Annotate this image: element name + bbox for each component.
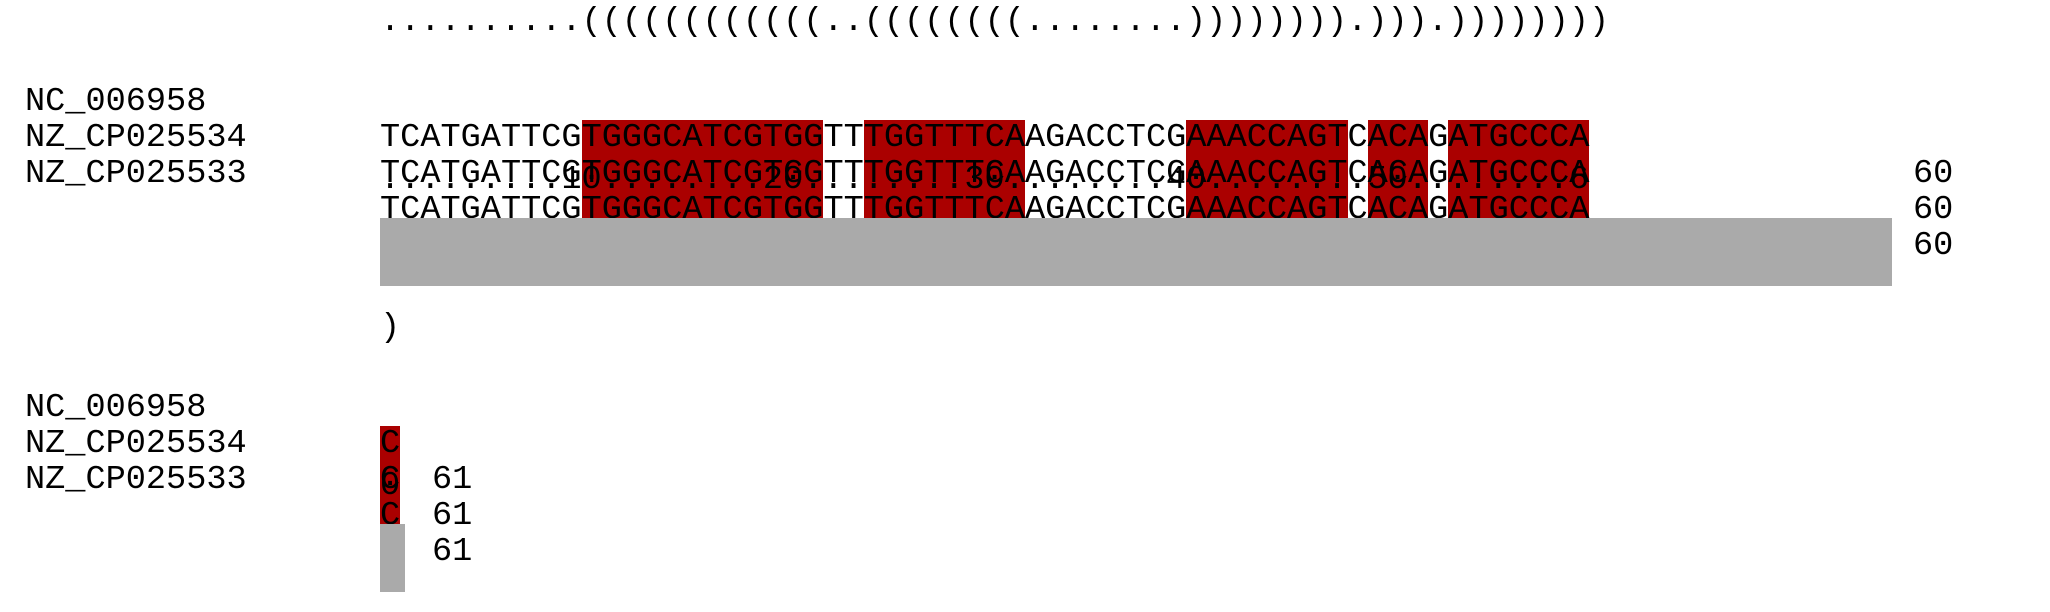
paired-base: T bbox=[924, 120, 944, 156]
sequence-end-position: 60 bbox=[1913, 192, 1953, 228]
paired-base: A bbox=[1287, 120, 1307, 156]
paired-base: C bbox=[1549, 120, 1569, 156]
paired-base: C bbox=[380, 426, 400, 462]
base: C bbox=[541, 120, 561, 156]
paired-base: G bbox=[783, 120, 803, 156]
paired-base: A bbox=[1448, 120, 1468, 156]
paired-base: G bbox=[803, 120, 823, 156]
paired-base: A bbox=[1408, 120, 1428, 156]
paired-base: G bbox=[743, 120, 763, 156]
paired-base: C bbox=[1509, 120, 1529, 156]
paired-base: G bbox=[1307, 120, 1327, 156]
base: G bbox=[1166, 120, 1186, 156]
base: C bbox=[400, 120, 420, 156]
structure-line: ) bbox=[380, 310, 400, 346]
paired-base: G bbox=[622, 120, 642, 156]
paired-base: G bbox=[904, 120, 924, 156]
paired-base: C bbox=[662, 120, 682, 156]
sequence-row: NC_006958 TCATGATTCGTGGGCATCGTGGTTTGGTTT… bbox=[0, 48, 81, 84]
sequence-name: NZ_CP025533 bbox=[25, 462, 247, 498]
conservation-bar bbox=[380, 218, 1892, 286]
base: T bbox=[1126, 120, 1146, 156]
base: C bbox=[1146, 120, 1166, 156]
sequence-row: NZ_CP025534 C 61 bbox=[0, 390, 81, 426]
paired-base: A bbox=[1227, 120, 1247, 156]
position-ruler: 0 bbox=[380, 468, 400, 504]
base: T bbox=[521, 120, 541, 156]
paired-base: T bbox=[944, 120, 964, 156]
base: T bbox=[380, 120, 400, 156]
paired-base: C bbox=[1388, 120, 1408, 156]
sequence-end-position: 61 bbox=[432, 498, 472, 534]
sequence-name: NZ_CP025533 bbox=[25, 156, 247, 192]
base: T bbox=[823, 120, 843, 156]
sequence-row: NC_006958 C 61 bbox=[0, 354, 81, 390]
base: G bbox=[561, 120, 581, 156]
position-ruler: .........10........20........30........4… bbox=[380, 162, 1589, 198]
paired-base: C bbox=[1267, 120, 1287, 156]
paired-base: T bbox=[1327, 120, 1347, 156]
conservation-bar bbox=[380, 524, 405, 592]
base: G bbox=[461, 120, 481, 156]
sequence-row: NZ_CP025533 TCATGATTCGTGGGCATCGTGGTTTGGT… bbox=[0, 120, 81, 156]
paired-base: A bbox=[1186, 120, 1206, 156]
paired-base: G bbox=[642, 120, 662, 156]
sequence-end-position: 60 bbox=[1913, 156, 1953, 192]
base: A bbox=[1025, 120, 1045, 156]
paired-base: A bbox=[1206, 120, 1226, 156]
paired-base: T bbox=[965, 120, 985, 156]
paired-base: G bbox=[884, 120, 904, 156]
base: T bbox=[844, 120, 864, 156]
paired-base: T bbox=[582, 120, 602, 156]
paired-base: G bbox=[602, 120, 622, 156]
sequence-end-position: 61 bbox=[432, 534, 472, 570]
base: T bbox=[440, 120, 460, 156]
base: G bbox=[1428, 120, 1448, 156]
base: T bbox=[501, 120, 521, 156]
sequence-row: NZ_CP025533 C 61 bbox=[0, 426, 81, 462]
paired-base: T bbox=[1468, 120, 1488, 156]
base: A bbox=[481, 120, 501, 156]
sequence-text: TCATGATTCGTGGGCATCGTGGTTTGGTTTCAAGACCTCG… bbox=[380, 120, 1589, 156]
sequence-row: NZ_CP025534 TCATGATTCGTGGGCATCGTGGTTTGGT… bbox=[0, 84, 81, 120]
paired-base: T bbox=[763, 120, 783, 156]
sequence-end-position: 60 bbox=[1913, 228, 1953, 264]
base: A bbox=[420, 120, 440, 156]
sequence-end-position: 61 bbox=[432, 462, 472, 498]
base: A bbox=[1065, 120, 1085, 156]
paired-base: C bbox=[1247, 120, 1267, 156]
sequence-text: C bbox=[380, 426, 400, 462]
paired-base: A bbox=[1005, 120, 1025, 156]
base: C bbox=[1085, 120, 1105, 156]
paired-base: A bbox=[1569, 120, 1589, 156]
paired-base: A bbox=[682, 120, 702, 156]
paired-base: C bbox=[985, 120, 1005, 156]
paired-base: T bbox=[864, 120, 884, 156]
base: C bbox=[1106, 120, 1126, 156]
paired-base: C bbox=[1529, 120, 1549, 156]
structure-line: ..........((((((((((((..((((((((........… bbox=[380, 4, 1609, 40]
paired-base: C bbox=[723, 120, 743, 156]
paired-base: G bbox=[1489, 120, 1509, 156]
paired-base: A bbox=[1368, 120, 1388, 156]
base: C bbox=[1348, 120, 1368, 156]
base: G bbox=[1045, 120, 1065, 156]
paired-base: T bbox=[703, 120, 723, 156]
